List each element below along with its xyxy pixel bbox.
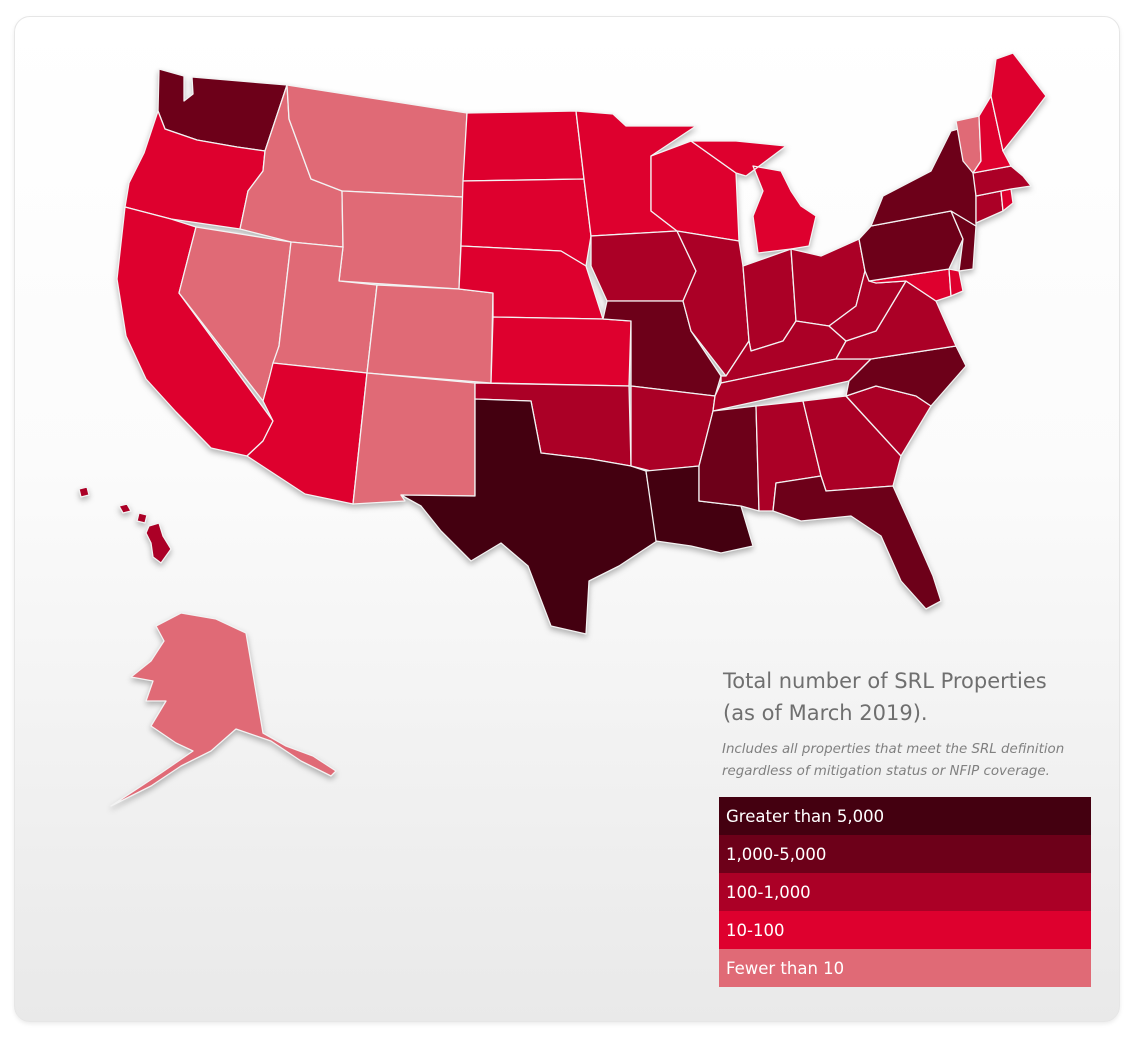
legend-item-100-1000: 100-1,000 <box>719 873 1091 911</box>
state-mi[interactable] <box>690 140 817 254</box>
state-hi[interactable] <box>78 486 172 564</box>
state-de[interactable] <box>948 268 964 297</box>
state-mt[interactable] <box>286 84 468 198</box>
us-choropleth-map <box>78 52 1047 807</box>
state-ia[interactable] <box>590 230 697 302</box>
state-co[interactable] <box>366 284 494 384</box>
map-card: Total number of SRL Properties (as of Ma… <box>14 16 1120 1022</box>
state-ks[interactable] <box>490 316 632 387</box>
legend-item-1000-5000: 1,000-5,000 <box>719 835 1091 873</box>
legend-note: Includes all properties that meet the SR… <box>722 742 1065 779</box>
state-fl[interactable] <box>772 475 942 610</box>
legend-item-greater-than-5000: Greater than 5,000 <box>719 797 1091 835</box>
legend-scale: Greater than 5,000 1,000-5,000 100-1,000… <box>719 797 1091 987</box>
state-ak[interactable] <box>110 612 337 807</box>
state-tx[interactable] <box>400 398 658 635</box>
legend-title: Total number of SRL Properties (as of Ma… <box>723 665 1103 729</box>
legend-item-fewer-than-10: Fewer than 10 <box>719 949 1091 987</box>
legend-title-line1: Total number of SRL Properties <box>723 669 1047 693</box>
legend-item-10-100: 10-100 <box>719 911 1091 949</box>
state-wy[interactable] <box>338 190 464 290</box>
legend-title-line2: (as of March 2019). <box>723 701 928 725</box>
state-nd[interactable] <box>462 110 585 182</box>
state-nm[interactable] <box>352 372 476 505</box>
state-ri[interactable] <box>1000 188 1014 212</box>
state-me[interactable] <box>990 52 1047 152</box>
